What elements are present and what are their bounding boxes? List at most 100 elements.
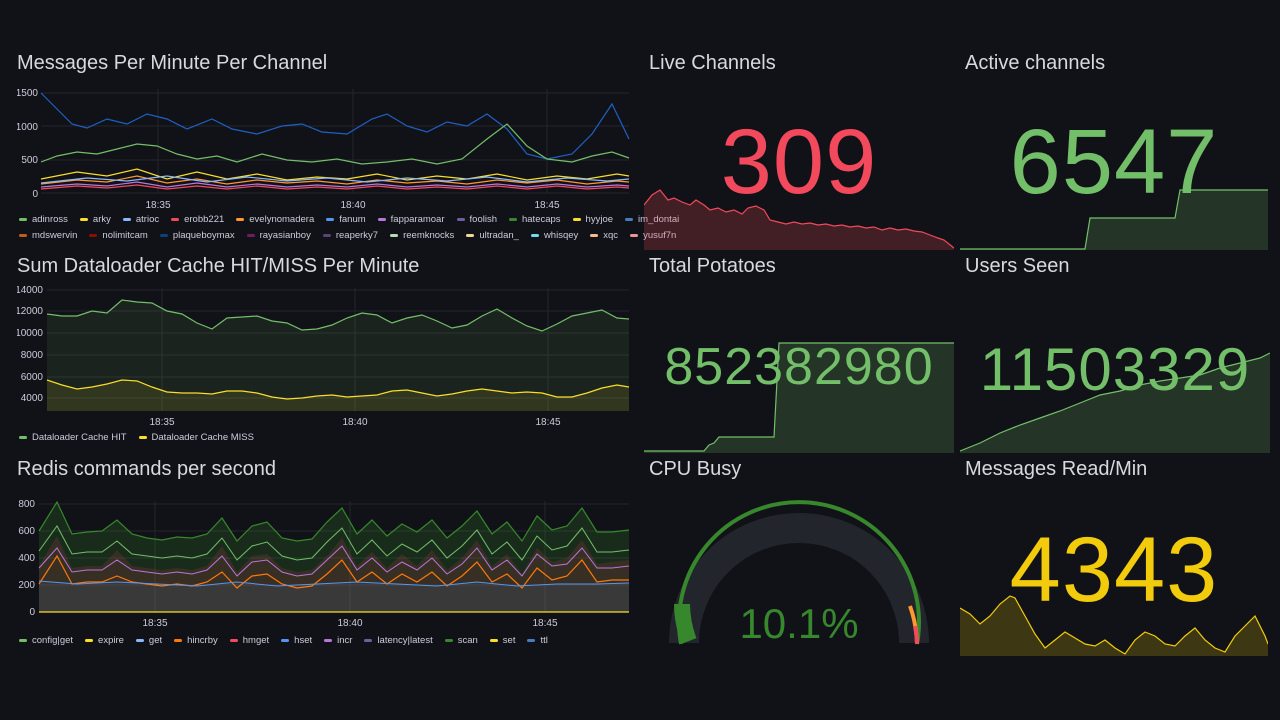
messages-read-value: 4343 <box>1009 519 1219 621</box>
legend-label: config|get <box>32 635 74 646</box>
legend-row: Dataloader Cache HIT Dataloader Cache MIS… <box>19 432 266 443</box>
cpu-busy-gauge: 10.1% <box>669 500 929 647</box>
legend-swatch <box>19 217 27 221</box>
legend-item[interactable]: incr <box>324 635 352 646</box>
legend-item[interactable]: scan <box>444 635 478 646</box>
legend-item[interactable]: foolish <box>456 214 497 225</box>
legend-label: hincrby <box>187 635 218 646</box>
legend-item[interactable]: adinross <box>19 214 68 225</box>
y-tick: 1000 <box>17 122 38 133</box>
x-tick: 18:40 <box>340 200 365 211</box>
legend-item[interactable]: evelynomadera <box>236 214 314 225</box>
legend-label: reaperky7 <box>335 230 379 241</box>
legend-swatch <box>19 233 27 237</box>
legend-item[interactable]: Dataloader Cache HIT <box>19 432 127 443</box>
legend-item[interactable]: arky <box>79 214 111 225</box>
legend-label: ttl <box>540 635 548 646</box>
legend-item[interactable]: hyyjoe <box>572 214 613 225</box>
legend-label: fanum <box>339 214 366 225</box>
panel-title: Live Channels <box>649 52 776 74</box>
x-tick: 18:35 <box>149 417 174 428</box>
legend-item[interactable]: hatecaps <box>508 214 561 225</box>
legend-item[interactable]: atrioc <box>122 214 159 225</box>
total-potatoes-panel[interactable]: Total Potatoes 852382980 <box>644 255 954 453</box>
legend-swatch <box>19 638 27 642</box>
y-tick: 1500 <box>17 88 38 99</box>
cache-hit-miss-panel[interactable]: Sum Dataloader Cache HIT/MISS Per Minute… <box>17 255 632 450</box>
x-tick: 18:35 <box>145 200 170 211</box>
legend-item[interactable]: whisqey <box>530 230 578 241</box>
legend-item[interactable]: Dataloader Cache MISS <box>138 432 254 443</box>
active-channels-panel[interactable]: Active channels 6547 <box>960 52 1268 250</box>
redis-commands-panel[interactable]: Redis commands per second 800 600 400 20… <box>17 458 632 653</box>
legend-label: ultradan_ <box>479 230 519 241</box>
users-seen-sparkline <box>960 352 1270 453</box>
cpu-busy-value: 10.1% <box>739 600 858 647</box>
users-seen-panel[interactable]: Users Seen 11503329 <box>960 255 1270 453</box>
y-tick: 200 <box>18 580 35 591</box>
legend-swatch <box>89 233 98 237</box>
legend-item[interactable]: xqc <box>590 230 618 241</box>
legend-swatch <box>229 638 238 642</box>
legend-item[interactable]: erobb221 <box>171 214 224 225</box>
cache-chart[interactable]: 14000 12000 10000 8000 6000 4000 18:35 1… <box>17 283 632 433</box>
legend-item[interactable]: expire <box>85 635 124 646</box>
legend-item[interactable]: fanum <box>326 214 366 225</box>
legend-item[interactable]: config|get <box>19 635 73 646</box>
legend-item[interactable]: set <box>489 635 515 646</box>
panel-title: Sum Dataloader Cache HIT/MISS Per Minute <box>17 255 420 277</box>
legend-label: adinross <box>32 214 68 225</box>
messages-per-minute-panel[interactable]: Messages Per Minute Per Channel 1500 100… <box>17 52 679 247</box>
redis-chart[interactable]: 800 600 400 200 0 18:35 18:40 18:45 <box>17 496 632 661</box>
legend-swatch <box>322 233 331 237</box>
live-channels-panel[interactable]: Live Channels 309 <box>644 52 954 250</box>
legend-item[interactable]: mdswervin <box>19 230 77 241</box>
legend-item[interactable]: reemknocks <box>390 230 454 241</box>
legend-swatch <box>527 638 536 642</box>
legend-label: im_dontai <box>638 214 680 225</box>
y-tick: 6000 <box>21 372 44 383</box>
panel-title: Messages Read/Min <box>965 458 1148 480</box>
legend-label: evelynomadera <box>249 214 315 225</box>
legend-label: reemknocks <box>403 230 455 241</box>
x-tick: 18:40 <box>337 618 362 629</box>
legend-swatch <box>489 638 498 642</box>
active-channels-sparkline <box>960 189 1268 250</box>
legend-item[interactable]: plaqueboymax <box>159 230 235 241</box>
legend-item[interactable]: hmget <box>229 635 270 646</box>
legend-label: xqc <box>603 230 619 241</box>
legend-label: hmget <box>242 635 270 646</box>
panel-title: Messages Per Minute Per Channel <box>17 52 328 74</box>
legend-swatch <box>135 638 144 642</box>
y-tick: 8000 <box>21 350 44 361</box>
legend-swatch <box>281 638 290 642</box>
legend-item[interactable]: hincrby <box>174 635 218 646</box>
legend-item[interactable]: nolimitcam <box>89 230 148 241</box>
legend-item[interactable]: reaperky7 <box>322 230 379 241</box>
legend-swatch <box>122 217 131 221</box>
legend-label: Dataloader Cache MISS <box>151 432 254 443</box>
legend-swatch <box>85 638 94 642</box>
messages-chart[interactable]: 1500 1000 500 0 18:35 18:40 18:45 <box>17 84 632 244</box>
legend-label: rayasianboy <box>259 230 311 241</box>
legend-item[interactable]: latency|latest <box>364 635 433 646</box>
legend-label: latency|latest <box>377 635 433 646</box>
legend-item[interactable]: yusuf7n <box>630 230 676 241</box>
y-tick: 0 <box>32 189 38 200</box>
legend-item[interactable]: fapparamoar <box>377 214 445 225</box>
x-tick: 18:45 <box>534 200 559 211</box>
legend-swatch <box>324 638 333 642</box>
total-potatoes-sparkline <box>644 342 954 453</box>
legend-item[interactable]: get <box>135 635 162 646</box>
legend-item[interactable]: hset <box>281 635 312 646</box>
legend-swatch <box>625 217 634 221</box>
legend-item[interactable]: rayasianboy <box>246 230 311 241</box>
legend-item[interactable]: im_dontai <box>625 214 679 225</box>
legend-label: plaqueboymax <box>172 230 235 241</box>
cpu-busy-panel[interactable]: CPU Busy 10.1% <box>644 458 954 656</box>
legend-item[interactable]: ttl <box>527 635 548 646</box>
messages-read-panel[interactable]: Messages Read/Min 4343 <box>960 458 1268 656</box>
legend-item[interactable]: ultradan_ <box>466 230 519 241</box>
legend-swatch <box>171 217 180 221</box>
legend-swatch <box>572 217 581 221</box>
